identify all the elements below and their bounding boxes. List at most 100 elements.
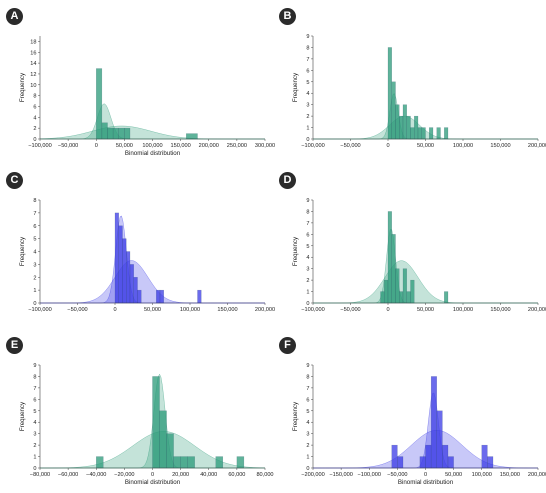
histogram-bar [180, 456, 188, 469]
x-tick-label: 100,000 [453, 143, 473, 149]
histogram-bar [156, 289, 161, 304]
x-tick-label: 200,000 [528, 143, 546, 149]
panel-label: C [6, 172, 23, 189]
panel-label: F [279, 337, 296, 354]
y-tick-label: 2 [33, 126, 36, 132]
histogram-bar [402, 104, 407, 140]
histogram-bar [112, 127, 119, 140]
x-tick-label: 150,000 [490, 143, 510, 149]
histogram-bar [417, 127, 422, 140]
y-tick-label: 0 [306, 137, 309, 143]
y-tick-label: 2 [33, 275, 36, 281]
y-tick-label: 7 [33, 211, 36, 217]
y-tick-label: 8 [306, 374, 309, 380]
y-tick-label: 1 [33, 455, 36, 461]
y-tick-label: 8 [306, 209, 309, 215]
histogram-bar [173, 456, 181, 469]
histogram-e: −80,000 −60,000 −40,000 −20,000 0 20,000 40,00… [19, 363, 274, 486]
y-tick-label: 5 [306, 409, 309, 415]
histogram-bar [187, 456, 195, 469]
density-curve-1 [313, 260, 538, 304]
histogram-bar [391, 81, 396, 140]
y-tick-label: 2 [33, 443, 36, 449]
x-tick-label: −100,000 [28, 307, 52, 313]
x-tick-label: 100,000 [180, 307, 200, 313]
histogram-bar [96, 456, 104, 469]
y-tick-label: 5 [33, 409, 36, 415]
y-tick-label: 6 [306, 68, 309, 74]
y-tick-label: 1 [306, 455, 309, 461]
x-tick-label: 300,000 [255, 143, 275, 149]
panel-label: B [279, 8, 296, 25]
y-tick-label: 4 [33, 420, 36, 426]
histogram-bar [122, 238, 127, 304]
x-tick-label: 150,000 [171, 143, 191, 149]
histogram-bar [391, 234, 396, 304]
histogram-bar [436, 410, 443, 469]
y-tick-label: 3 [306, 267, 309, 273]
x-tick-label: −100,000 [28, 143, 52, 149]
x-tick-label: 150,000 [500, 472, 520, 478]
histogram-bar [429, 127, 434, 140]
x-tick-label: −50,000 [340, 143, 360, 149]
x-tick-label: 50,000 [116, 143, 133, 149]
x-tick-label: −50,000 [387, 472, 407, 478]
y-tick-label: 7 [306, 57, 309, 63]
histogram-bar [124, 127, 131, 140]
histogram-bar [129, 264, 134, 304]
histogram-bar [447, 456, 454, 469]
y-tick-label: 8 [33, 198, 36, 204]
histogram-bar [487, 456, 494, 469]
x-tick-label: 200,000 [528, 307, 546, 313]
histogram-bar [159, 410, 167, 469]
histogram-bar [384, 279, 389, 304]
histogram-bar [96, 68, 103, 140]
x-tick-label: −20,000 [114, 472, 134, 478]
histogram-bar [406, 291, 411, 304]
histogram-f: −200,000 −150,000 −100,000 −50,000 0 50,000 10… [292, 363, 546, 486]
y-tick-label: 1 [33, 288, 36, 294]
histogram-bar [215, 456, 224, 469]
histogram-bar [430, 376, 437, 469]
x-tick-label: 100,000 [142, 143, 162, 149]
y-tick-label: 4 [306, 91, 309, 97]
x-tick-label: −50,000 [340, 307, 360, 313]
y-tick-label: 0 [33, 466, 36, 472]
x-tick-label: −60,000 [58, 472, 78, 478]
histogram-bar [425, 444, 432, 469]
density-curve-1 [39, 125, 265, 140]
y-tick-label: 6 [306, 397, 309, 403]
histogram-bar [387, 211, 392, 304]
histogram-bar [391, 444, 398, 469]
histogram-a: −100,000 −50,000 0 50,000 100,000 150,000 200,… [19, 36, 275, 157]
histogram-bar [444, 127, 449, 140]
panel-label: D [279, 172, 296, 189]
y-tick-label: 9 [306, 198, 309, 204]
y-tick-label: 12 [30, 72, 36, 78]
y-tick-label: 9 [33, 363, 36, 369]
histogram-bar [107, 127, 114, 140]
histogram-d: −100,000 −50,000 0 50,000 100,000 150,000 200,… [292, 198, 546, 313]
histogram-bar [419, 456, 426, 469]
histogram-bar [410, 279, 415, 304]
histogram-bar [114, 212, 119, 304]
y-tick-label: 2 [306, 114, 309, 120]
histogram-bar [380, 291, 385, 304]
panel-b: B −100,000 −50,000 0 50,000 100,000 150,000 20… [273, 0, 546, 164]
y-tick-label: 3 [306, 432, 309, 438]
histogram-bar [406, 115, 411, 140]
y-tick-label: 9 [306, 34, 309, 40]
y-tick-label: 0 [306, 301, 309, 307]
y-tick-label: 8 [33, 374, 36, 380]
y-tick-label: 3 [33, 432, 36, 438]
y-tick-label: 4 [306, 420, 309, 426]
y-tick-label: 5 [306, 80, 309, 86]
histogram-bar [442, 444, 449, 469]
y-tick-label: 2 [306, 443, 309, 449]
y-tick-label: 1 [306, 290, 309, 296]
y-tick-label: 1 [306, 126, 309, 132]
x-tick-label: 200,000 [255, 307, 275, 313]
y-axis-label: Frequency [292, 236, 299, 266]
histogram-bar [414, 115, 419, 140]
